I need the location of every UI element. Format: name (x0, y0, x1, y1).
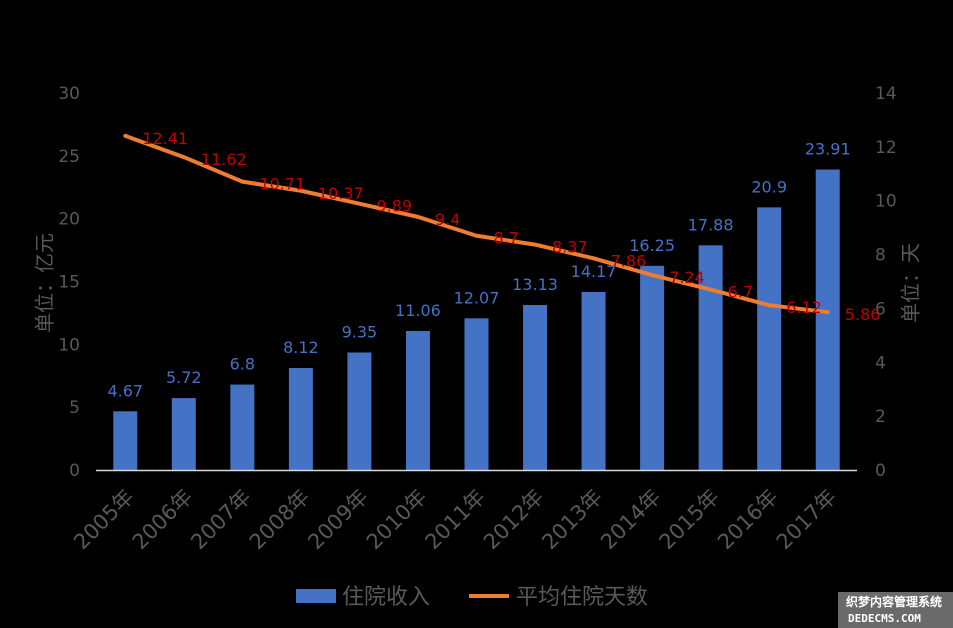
left-axis-ticks: 0 5 10 15 20 25 30 (58, 84, 80, 481)
line-data-labels: 12.41 11.62 10.71 10.37 9.89 9.4 8.7 8.37 7.86 7.… (142, 129, 880, 324)
right-axis-ticks: 0 2 4 6 8 10 12 14 (875, 84, 897, 481)
bar-value-label: 11.06 (395, 301, 441, 320)
category-labels: 2005年2006年2007年2008年2009年2010年2011年2012年… (69, 485, 841, 555)
left-axis-title: 单位：亿元 (33, 233, 57, 333)
bar (581, 291, 606, 470)
category-label: 2006年 (128, 485, 198, 555)
line-value-label: 7.24 (669, 268, 705, 287)
category-label: 2011年 (420, 485, 490, 555)
bar-value-label: 5.72 (166, 368, 202, 387)
category-label: 2012年 (479, 485, 549, 555)
legend-label-line: 平均住院天数 (516, 585, 648, 610)
bar-data-labels: 4.67 5.72 6.8 8.12 9.35 11.06 12.07 13.13 14.17 1… (107, 140, 850, 401)
left-tick-label: 10 (58, 335, 80, 355)
bar (171, 398, 196, 470)
left-tick-label: 15 (58, 273, 80, 293)
watermark-background (838, 592, 953, 628)
right-tick-label: 2 (875, 407, 886, 427)
watermark: 织梦内容管理系统 DEDECMS.COM (838, 592, 953, 628)
category-label: 2010年 (362, 485, 432, 555)
bar-value-label: 16.25 (629, 236, 675, 255)
line-value-label: 12.41 (142, 129, 188, 148)
left-tick-label: 20 (58, 210, 80, 230)
bar (347, 352, 372, 470)
line-value-label: 10.37 (318, 184, 364, 203)
right-tick-label: 0 (875, 461, 886, 481)
category-label: 2007年 (186, 485, 256, 555)
line-value-label: 10.71 (259, 175, 305, 194)
bar (523, 304, 548, 470)
legend-swatch-bar (296, 589, 336, 603)
line-value-label: 9.4 (435, 210, 460, 229)
bar (113, 411, 138, 470)
legend: 住院收入 平均住院天数 (296, 585, 648, 610)
bar (815, 169, 840, 470)
right-tick-label: 8 (875, 246, 886, 266)
line-value-label: 11.62 (201, 150, 247, 169)
bar (640, 265, 665, 470)
right-tick-label: 14 (875, 84, 897, 104)
category-label: 2008年 (245, 485, 315, 555)
bar-value-label: 13.13 (512, 275, 558, 294)
bar (230, 384, 255, 470)
line-value-label: 5.86 (845, 305, 881, 324)
bar-value-label: 23.91 (805, 140, 851, 159)
left-tick-label: 25 (58, 147, 80, 167)
bar-value-label: 6.8 (230, 355, 255, 374)
bar-series (113, 169, 840, 470)
category-label: 2013年 (537, 485, 607, 555)
right-axis-title: 单位：天 (899, 243, 923, 323)
bar-value-label: 20.9 (751, 177, 787, 196)
right-tick-label: 10 (875, 192, 897, 212)
bar (288, 367, 313, 470)
category-label: 2009年 (303, 485, 373, 555)
watermark-line-2: DEDECMS.COM (848, 612, 921, 625)
bar-value-label: 17.88 (688, 215, 734, 234)
bar (698, 245, 723, 470)
line-series (123, 133, 830, 315)
bar-value-label: 12.07 (454, 288, 500, 307)
line-path (123, 133, 830, 315)
legend-label-bar: 住院收入 (342, 585, 430, 610)
line-value-label: 8.37 (552, 238, 588, 257)
left-tick-label: 0 (69, 461, 80, 481)
bar-value-label: 4.67 (107, 381, 143, 400)
right-tick-label: 12 (875, 138, 897, 158)
left-tick-label: 30 (58, 84, 80, 104)
bar (464, 318, 489, 470)
watermark-line-1: 织梦内容管理系统 (846, 594, 942, 609)
bar-value-label: 8.12 (283, 338, 319, 357)
bar-value-label: 14.17 (571, 262, 617, 281)
bar-value-label: 9.35 (342, 323, 378, 342)
line-value-label: 6.7 (728, 283, 753, 302)
category-label: 2016年 (713, 485, 783, 555)
category-label: 2017年 (772, 485, 842, 555)
category-label: 2005年 (69, 485, 139, 555)
line-value-label: 7.86 (611, 251, 647, 270)
category-label: 2015年 (655, 485, 725, 555)
line-value-label: 9.89 (376, 197, 412, 216)
bar (757, 207, 782, 470)
category-label: 2014年 (596, 485, 666, 555)
bar (405, 331, 430, 470)
right-tick-label: 4 (875, 353, 886, 373)
left-tick-label: 5 (69, 398, 80, 418)
line-value-label: 6.12 (786, 298, 822, 317)
right-tick-label: 6 (875, 299, 886, 319)
line-value-label: 8.7 (494, 229, 519, 248)
